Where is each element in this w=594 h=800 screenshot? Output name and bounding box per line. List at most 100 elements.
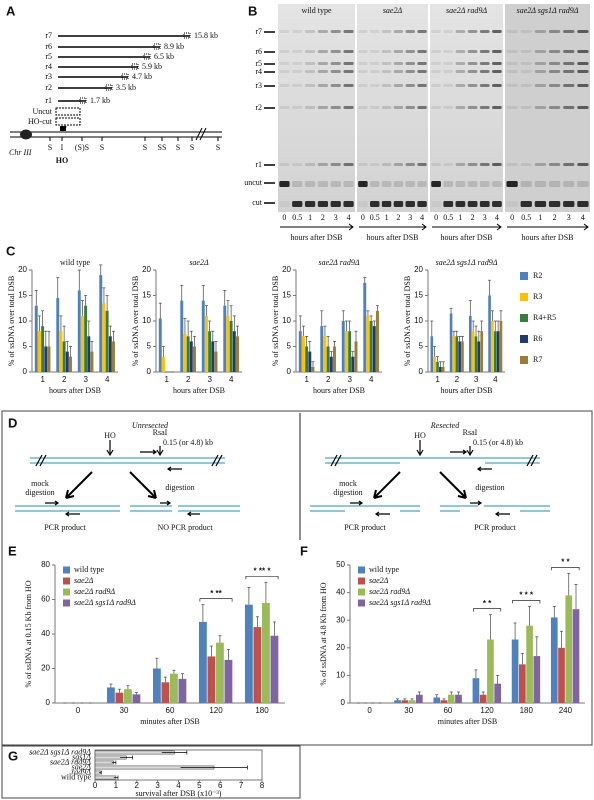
gel-band: [479, 201, 490, 207]
bar: [186, 336, 190, 372]
lane-label: 1: [385, 213, 389, 222]
bar: [348, 331, 352, 372]
bar: [565, 595, 573, 703]
x-tick-label: 1: [41, 375, 46, 384]
gel-band: [455, 106, 466, 109]
significance: * **: [210, 589, 222, 598]
x-tick-label: 1: [114, 781, 119, 790]
gel-band: [304, 84, 316, 87]
gel-band: [417, 62, 427, 65]
label: HO: [104, 431, 116, 440]
gel-band: [381, 106, 392, 109]
gel-band: [370, 106, 380, 109]
lane-label: 4: [420, 213, 424, 222]
panel-frame: [1, 410, 593, 746]
band-label: r6: [255, 47, 262, 56]
lane-label: 2: [553, 213, 557, 222]
x-axis-label: hours after DSB: [49, 386, 101, 395]
y-axis-label: % of ssDNA over total DSB: [7, 276, 16, 366]
fragment-name: r6: [45, 42, 52, 51]
gel-band: [506, 106, 518, 109]
bar: [34, 305, 38, 372]
gel-band: [381, 163, 392, 166]
lane-label: 0.5: [370, 213, 380, 222]
bar: [108, 336, 112, 372]
significance-bracket: [551, 566, 580, 571]
x-tick-label: 30: [404, 706, 413, 715]
gel-band: [381, 30, 392, 33]
bar: [479, 694, 487, 703]
arrow: [466, 446, 474, 457]
site-label: S: [100, 143, 104, 152]
y-tick-label: 5: [23, 342, 28, 351]
bar: [161, 682, 170, 703]
gel-band: [417, 163, 427, 166]
fragment-end: [153, 43, 161, 50]
category-label: wild type: [61, 772, 91, 781]
category-label: sae2Δ: [72, 762, 92, 771]
bar: [236, 336, 239, 372]
y-tick-label: 10: [414, 316, 423, 325]
legend-swatch: [63, 566, 70, 574]
gel-band: [563, 70, 575, 73]
bar: [56, 298, 60, 372]
gel-band: [358, 106, 368, 109]
gel-band: [431, 62, 441, 65]
bar: [183, 333, 187, 372]
label: RsaI: [153, 428, 168, 437]
bar: [376, 310, 379, 372]
site-label: I: [61, 143, 64, 152]
label: digestion: [165, 483, 194, 492]
gel-band: [317, 201, 329, 207]
gel-band: [292, 30, 303, 33]
fragment-end: [131, 63, 139, 70]
x-tick-label: 60: [166, 706, 175, 715]
bar: [94, 775, 117, 780]
y-tick-label: 60: [41, 595, 50, 604]
legend-label: sae2Δ: [74, 576, 94, 585]
gel-band: [381, 50, 392, 53]
gel-band: [506, 50, 518, 53]
gel-band: [292, 62, 303, 65]
gel-band: [370, 181, 380, 187]
gel-band: [563, 84, 575, 87]
lane-label: 0: [282, 213, 286, 222]
site-label: S: [190, 143, 194, 152]
gel-band: [577, 163, 589, 166]
fragment-name: r2: [45, 83, 52, 92]
primer: [350, 500, 390, 517]
gel-band: [417, 201, 427, 207]
gel-band: [292, 106, 303, 109]
lane-label: 0.5: [443, 213, 453, 222]
lane-label: 0: [361, 213, 365, 222]
gel-band: [381, 84, 392, 87]
bar: [572, 609, 580, 703]
gel-band: [330, 50, 341, 53]
gel-band: [405, 62, 415, 65]
gel-band: [405, 181, 415, 187]
gel-band: [455, 163, 466, 166]
gel-band: [343, 50, 354, 53]
legend-swatch: [358, 577, 365, 585]
gel: [430, 4, 503, 212]
gel-band: [563, 62, 575, 65]
x-tick-label: 2: [135, 781, 140, 790]
gel-band: [534, 84, 547, 87]
bar: [59, 331, 63, 372]
bar: [526, 625, 533, 703]
bar: [152, 668, 161, 703]
label: PCR product: [44, 523, 86, 532]
bar: [344, 331, 348, 372]
bar: [77, 290, 81, 372]
x-tick-label: 2: [186, 375, 191, 384]
gel-band: [443, 50, 454, 53]
band-label: r5: [255, 59, 262, 68]
site-label: S: [176, 143, 180, 152]
x-tick-label: 3: [348, 375, 353, 384]
gel-band: [393, 70, 404, 73]
significance-bracket: [512, 600, 541, 604]
category-label: rad9Δ: [71, 767, 91, 776]
gel-band: [577, 30, 589, 33]
gel-band: [467, 30, 478, 33]
